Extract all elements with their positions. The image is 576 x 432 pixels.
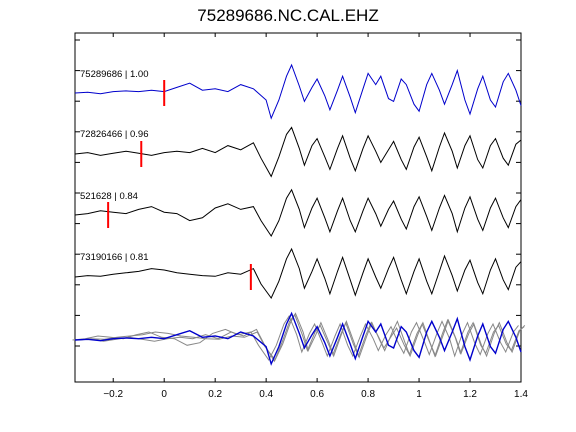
x-ticks: −0.2 0 0.2 0.4 0.6 0.8 1 1.2 1.4 xyxy=(103,33,528,400)
trace-line xyxy=(74,126,522,178)
trace-line xyxy=(74,188,522,237)
x-tick-label: 1 xyxy=(416,389,422,400)
x-tick-label: 0.2 xyxy=(208,389,222,400)
traces: 75289686 | 1.00 72826466 | 0.96 521628 | 0… xyxy=(74,63,522,299)
trace-label: 72826466 | 0.96 xyxy=(80,129,149,140)
overlay-trace xyxy=(72,315,519,361)
x-tick-label: 1.4 xyxy=(514,389,528,400)
chart-title: 75289686.NC.CAL.EHZ xyxy=(197,6,379,25)
overlay-trace xyxy=(74,311,522,366)
x-tick-label: 0.4 xyxy=(259,389,273,400)
trace-line xyxy=(74,247,522,299)
trace-label: 521628 | 0.84 xyxy=(80,191,138,202)
trace-label: 75289686 | 1.00 xyxy=(80,69,149,80)
trace-line xyxy=(74,63,522,120)
overlay-trace xyxy=(78,313,525,363)
x-tick-label: −0.2 xyxy=(103,389,123,400)
trace-label: 73190166 | 0.81 xyxy=(80,252,149,263)
y-ticks xyxy=(75,39,521,347)
x-tick-label: 0 xyxy=(161,389,167,400)
overlay-stack xyxy=(72,311,526,366)
x-tick-label: 0.8 xyxy=(361,389,375,400)
x-tick-label: 0.6 xyxy=(310,389,324,400)
x-tick-label: 1.2 xyxy=(463,389,477,400)
